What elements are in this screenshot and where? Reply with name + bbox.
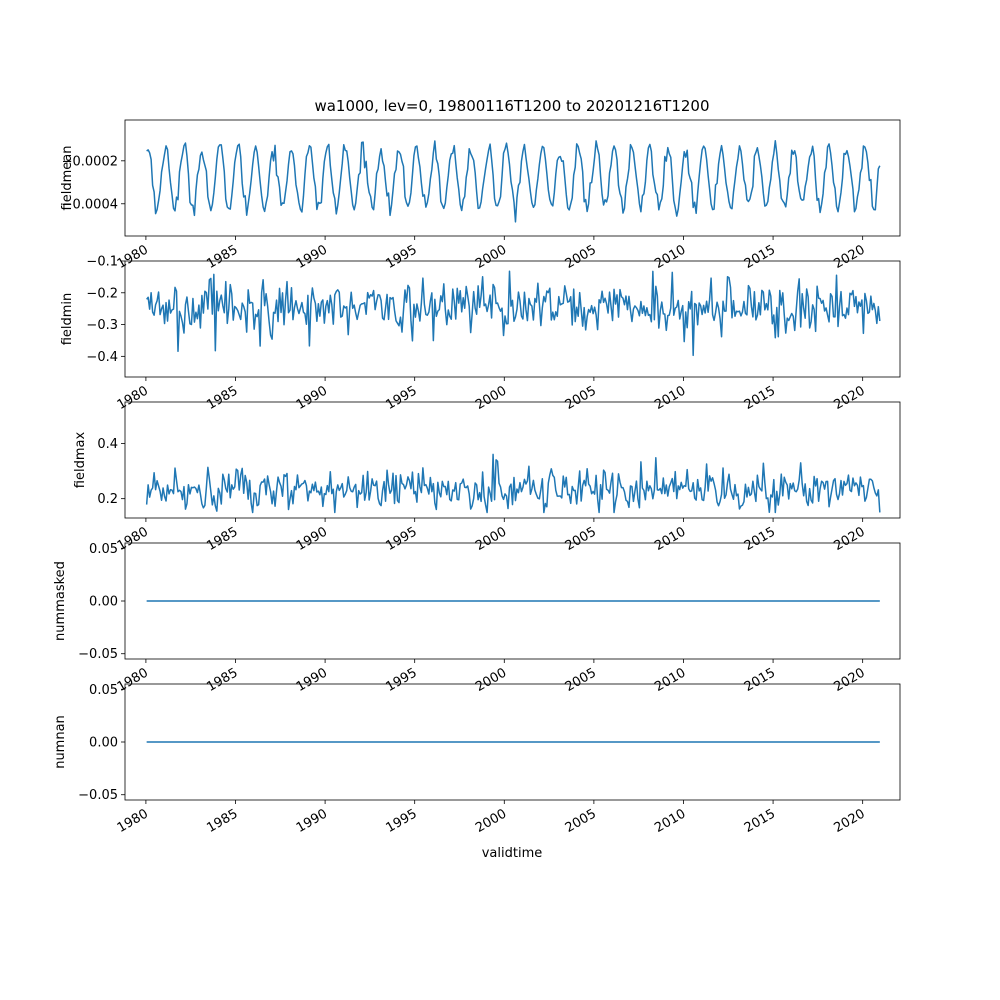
fieldmin-y-tick-label: −0.4 [86,350,118,365]
panel-nummasked: 0.05 0.00 −0.05 nummasked 1980 1985 1990 1995 20… [53,542,901,695]
numnan-x-tick-label: 2015 [742,806,778,836]
nummasked-x-tick-label: 2005 [563,665,599,695]
fieldmean-y-axis-label: fieldmean [60,146,75,211]
fieldmin-x-tick-label: 1995 [384,383,420,413]
fieldmax-x-tick-label: 2015 [742,524,778,554]
fieldmax-y-axis-label: fieldmax [73,432,88,489]
fieldmax-x-tick-label: 2010 [652,524,688,554]
fieldmin-x-tick-label: 2020 [832,383,868,413]
fieldmax-x-tick-label: 2000 [473,524,509,554]
fieldmean-x-tick-label: 2005 [563,242,599,272]
numnan-y-axis-label: numnan [53,715,68,769]
numnan-x-tick-label: 1980 [115,806,151,836]
fieldmin-x-tick-label: 2010 [652,383,688,413]
nummasked-x-tick-label: 2020 [832,665,868,695]
fieldmin-axes-frame [124,260,901,378]
fieldmean-x-tick-label: 1980 [115,242,151,272]
numnan-y-tick-label: 0.05 [89,683,118,698]
fieldmean-y-tick-label: −0.0002 [62,154,118,169]
fieldmax-x-tick-label: 1985 [204,524,240,554]
numnan-x-tick-label: 2020 [832,806,868,836]
fieldmin-y-tick-label: −0.1 [86,255,118,270]
nummasked-x-tick-label: 2000 [473,665,509,695]
fieldmean-x-tick-label: 2000 [473,242,509,272]
nummasked-y-tick-label: 0.00 [89,595,118,610]
numnan-y-tick-label: 0.00 [89,736,118,751]
nummasked-x-tick-label: 1985 [204,665,240,695]
fieldmin-x-tick-label: 1990 [294,383,330,413]
numnan-x-tick-label: 2005 [563,806,599,836]
numnan-x-tick-label: 1995 [384,806,420,836]
nummasked-y-tick-label: 0.05 [89,542,118,557]
nummasked-y-axis-label: nummasked [53,561,68,641]
fieldmin-x-tick-label: 1980 [115,383,151,413]
panel-fieldmax: 0.2 0.4 fieldmax 1980 1985 1990 1995 2000 2005 20… [73,401,901,554]
fieldmax-y-tick-label: 0.2 [97,492,118,507]
numnan-x-tick-label: 2010 [652,806,688,836]
nummasked-x-tick-label: 1990 [294,665,330,695]
fieldmean-x-tick-label: 1990 [294,242,330,272]
fieldmin-series-line [146,270,881,357]
fieldmean-series-line [146,140,881,223]
fieldmean-x-tick-label: 2015 [742,242,778,272]
fieldmax-x-tick-label: 1990 [294,524,330,554]
panel-numnan: 0.05 0.00 −0.05 numnan 1980 1985 1990 1995 2000 2… [53,683,901,836]
fieldmin-y-tick-label: −0.3 [86,318,118,333]
fieldmax-series-line [145,453,881,514]
fieldmean-y-tick-label: −0.0004 [62,197,118,212]
numnan-y-tick-label: −0.05 [78,788,118,803]
nummasked-x-tick-label: 1995 [384,665,420,695]
x-axis-label: validtime [482,846,543,861]
panel-fieldmin: −0.1 −0.2 −0.3 −0.4 fieldmin 1980 1985 1990 1995… [60,255,901,413]
nummasked-x-tick-label: 2010 [652,665,688,695]
fieldmean-x-tick-label: 1995 [384,242,420,272]
fieldmin-x-tick-label: 2015 [742,383,778,413]
chart-title: wa1000, lev=0, 19800116T1200 to 20201216… [314,97,709,115]
numnan-x-tick-label: 2000 [473,806,509,836]
fieldmax-axes-frame [124,401,901,519]
fieldmean-x-tick-label: 2010 [652,242,688,272]
numnan-x-tick-label: 1990 [294,806,330,836]
fieldmax-y-tick-label: 0.4 [97,437,118,452]
fieldmin-x-tick-label: 2000 [473,383,509,413]
numnan-x-tick-label: 1985 [204,806,240,836]
nummasked-x-tick-label: 2015 [742,665,778,695]
fieldmean-x-tick-label: 2020 [832,242,868,272]
nummasked-y-tick-label: −0.05 [78,647,118,662]
fieldmax-x-tick-label: 1995 [384,524,420,554]
fieldmin-x-tick-label: 2005 [563,383,599,413]
fieldmean-axes-frame [124,119,901,237]
fieldmin-y-tick-label: −0.2 [86,286,118,301]
fieldmax-x-tick-label: 2020 [832,524,868,554]
fieldmin-x-tick-label: 1985 [204,383,240,413]
fieldmax-x-tick-label: 2005 [563,524,599,554]
fieldmax-x-tick-label: 1980 [115,524,151,554]
fieldmin-y-axis-label: fieldmin [60,293,75,346]
fieldmean-x-tick-label: 1985 [204,242,240,272]
nummasked-x-tick-label: 1980 [115,665,151,695]
